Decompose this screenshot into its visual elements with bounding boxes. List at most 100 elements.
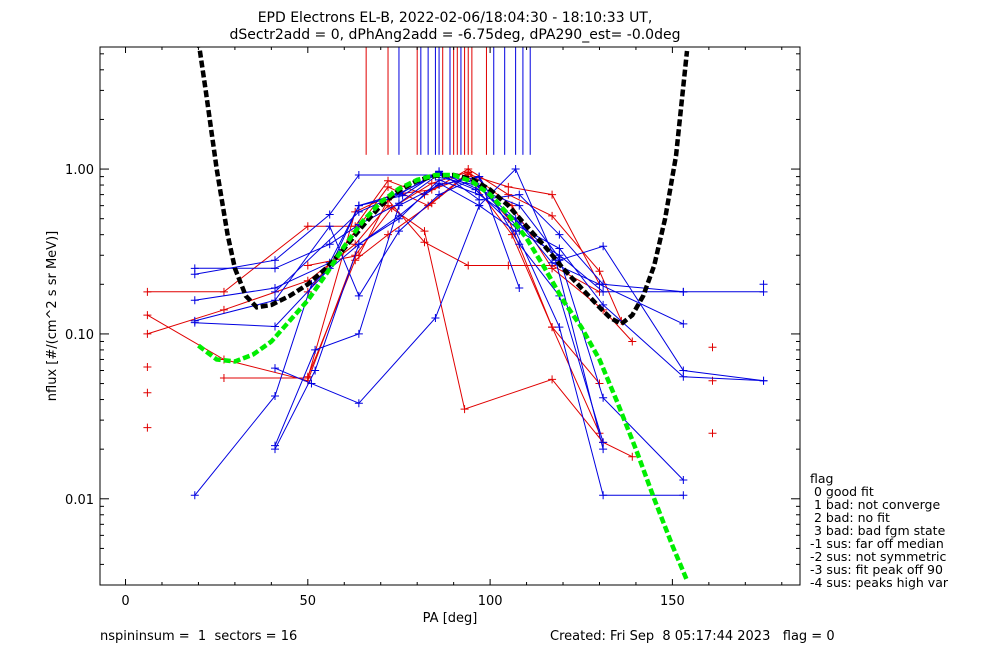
- point-marker-16-3: [354, 291, 363, 300]
- point-marker-13-2: [325, 240, 334, 249]
- point-marker-17-9: [599, 393, 608, 402]
- point-marker-18-9: [599, 491, 608, 500]
- fit-curve-green: [197, 172, 690, 582]
- point-marker-2-9: [628, 452, 637, 461]
- point-marker-5-4: [464, 261, 473, 270]
- point-marker-22-0: [271, 287, 279, 296]
- point-marker-22-4: [475, 195, 484, 204]
- point-marker-6-0: [303, 372, 312, 381]
- series-21: [271, 175, 768, 454]
- point-marker-21-2: [354, 240, 363, 249]
- point-marker-21-3: [394, 214, 403, 223]
- legend-title: flag: [810, 471, 833, 486]
- data-series: [143, 165, 768, 500]
- series-23: [759, 280, 768, 289]
- point-marker-19-3: [431, 313, 440, 322]
- point-marker-13-1: [271, 264, 279, 273]
- point-marker-2-1: [219, 305, 228, 314]
- series-8: [143, 388, 152, 397]
- point-marker-22-8: [679, 287, 688, 296]
- point-marker-15-8: [555, 244, 564, 253]
- point-marker-14-8: [599, 287, 608, 296]
- chart-subtitle: dSectr2add = 0, dPhAng2add = -6.75deg, d…: [230, 27, 681, 43]
- chart-title: EPD Electrons EL-B, 2022-02-06/18:04:30 …: [258, 10, 653, 26]
- legend-item-6: -3 sus: fit peak off 90: [810, 562, 943, 577]
- point-marker-17-0: [190, 318, 199, 327]
- point-marker-22-1: [354, 207, 363, 216]
- series-18: [190, 179, 688, 500]
- footer-right: Created: Fri Sep 8 05:17:44 2023 flag = …: [550, 629, 835, 644]
- series-2: [143, 201, 637, 461]
- legend-item-4: -1 sus: far off median: [810, 536, 944, 551]
- x-tick-label-3: 150: [660, 594, 685, 609]
- legend-item-0: 0 good fit: [810, 484, 874, 499]
- point-marker-5-3: [420, 238, 429, 247]
- series-19: [271, 165, 608, 454]
- series-line-18: [194, 182, 684, 496]
- legend: flag 0 good fit 1 bad: not converge 2 ba…: [810, 471, 949, 590]
- point-marker-21-1: [311, 366, 320, 375]
- plot-area: [143, 47, 768, 582]
- point-marker-0-8: [548, 211, 557, 220]
- point-marker-2-6: [460, 405, 469, 414]
- point-marker-18-1: [271, 392, 279, 401]
- point-marker-20-2: [354, 329, 363, 338]
- series-line-2: [147, 204, 633, 458]
- point-marker-18-8: [555, 323, 564, 332]
- point-marker-0-1: [219, 287, 228, 296]
- x-axis-ticks: 0 50 100 150: [121, 47, 783, 609]
- x-axis-label: PA [deg]: [423, 611, 478, 626]
- y-axis-ticks: 0.01 0.10 1.00: [65, 53, 800, 586]
- point-marker-2-7: [548, 375, 557, 384]
- series-3: [219, 172, 604, 438]
- point-marker-13-10: [679, 319, 688, 328]
- series-12: [708, 429, 717, 438]
- y-tick-label-1: 0.10: [65, 328, 94, 343]
- point-marker-15-0: [190, 296, 199, 305]
- footer-left: nspininsum = 1 sectors = 16: [100, 629, 297, 644]
- point-marker-21-9: [679, 366, 688, 375]
- point-marker-18-10: [679, 491, 688, 500]
- series-6: [303, 170, 604, 381]
- point-marker-6-1: [351, 256, 360, 265]
- point-marker-7-0: [143, 363, 152, 372]
- point-marker-14-2: [325, 210, 334, 219]
- point-marker-14-0: [190, 270, 199, 279]
- point-marker-21-8: [599, 242, 608, 251]
- legend-item-5: -2 sus: not symmetric: [810, 549, 946, 564]
- point-marker-5-0: [303, 261, 312, 270]
- series-line-17: [194, 171, 684, 481]
- y-axis-label: nflux [#/(cm^2 s sr MeV)]: [45, 231, 60, 401]
- point-marker-19-7: [599, 445, 608, 454]
- point-marker-19-2: [354, 399, 363, 408]
- point-marker-8-0: [143, 388, 152, 397]
- point-marker-14-10: [759, 287, 768, 296]
- point-marker-20-5: [475, 172, 484, 181]
- point-marker-1-0: [143, 311, 152, 320]
- point-marker-0-2: [303, 222, 312, 231]
- point-marker-17-10: [679, 476, 688, 485]
- plot-frame: [99, 46, 801, 586]
- point-marker-20-8: [599, 438, 608, 447]
- point-marker-2-0: [143, 329, 152, 338]
- point-marker-4-6: [548, 323, 557, 332]
- point-marker-19-5: [511, 165, 520, 174]
- point-marker-4-2: [384, 182, 393, 191]
- series-22: [271, 167, 688, 296]
- point-marker-18-7: [511, 227, 520, 236]
- point-marker-1-10: [628, 337, 637, 346]
- series-20: [271, 172, 608, 450]
- series-line-6: [307, 173, 600, 377]
- point-marker-22-6: [555, 230, 564, 239]
- vertical-lines: [365, 47, 531, 155]
- legend-item-1: 1 bad: not converge: [810, 497, 940, 512]
- point-marker-15-9: [599, 300, 608, 309]
- point-marker-14-1: [271, 256, 279, 265]
- series-5: [303, 195, 604, 296]
- point-marker-6-2: [384, 230, 393, 239]
- point-marker-9-0: [143, 423, 152, 432]
- fit-curves: [197, 47, 690, 582]
- series-4: [303, 168, 604, 388]
- point-marker-16-7: [515, 283, 524, 292]
- x-tick-label-0: 0: [121, 594, 129, 609]
